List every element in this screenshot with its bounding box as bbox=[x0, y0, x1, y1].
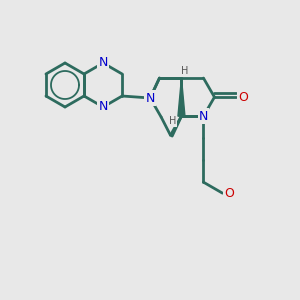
Text: H: H bbox=[169, 116, 176, 126]
Text: O: O bbox=[225, 187, 234, 200]
Text: N: N bbox=[199, 110, 208, 123]
Text: N: N bbox=[98, 56, 108, 70]
Polygon shape bbox=[178, 78, 185, 116]
Text: O: O bbox=[238, 91, 248, 103]
Text: H: H bbox=[181, 66, 188, 76]
Text: N: N bbox=[98, 100, 108, 113]
Text: N: N bbox=[146, 92, 155, 104]
